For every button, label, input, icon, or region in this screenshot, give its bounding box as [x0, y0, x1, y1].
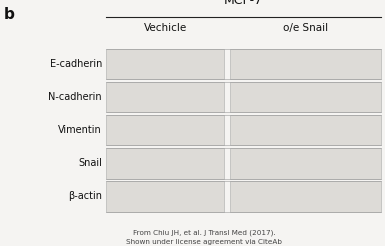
Text: E-cadherin: E-cadherin	[50, 59, 102, 69]
Text: Vimentin: Vimentin	[58, 125, 102, 135]
Text: b: b	[4, 7, 15, 22]
Text: MCF-7: MCF-7	[224, 0, 263, 7]
Text: From Chiu JH, et al. J Transl Med (2017).
Shown under license agreement via Cite: From Chiu JH, et al. J Transl Med (2017)…	[126, 230, 282, 245]
Text: Vechicle: Vechicle	[144, 23, 187, 33]
Text: Snail: Snail	[78, 158, 102, 169]
Text: o/e Snail: o/e Snail	[283, 23, 328, 33]
Text: N-cadherin: N-cadherin	[49, 92, 102, 102]
Text: β-actin: β-actin	[68, 191, 102, 201]
